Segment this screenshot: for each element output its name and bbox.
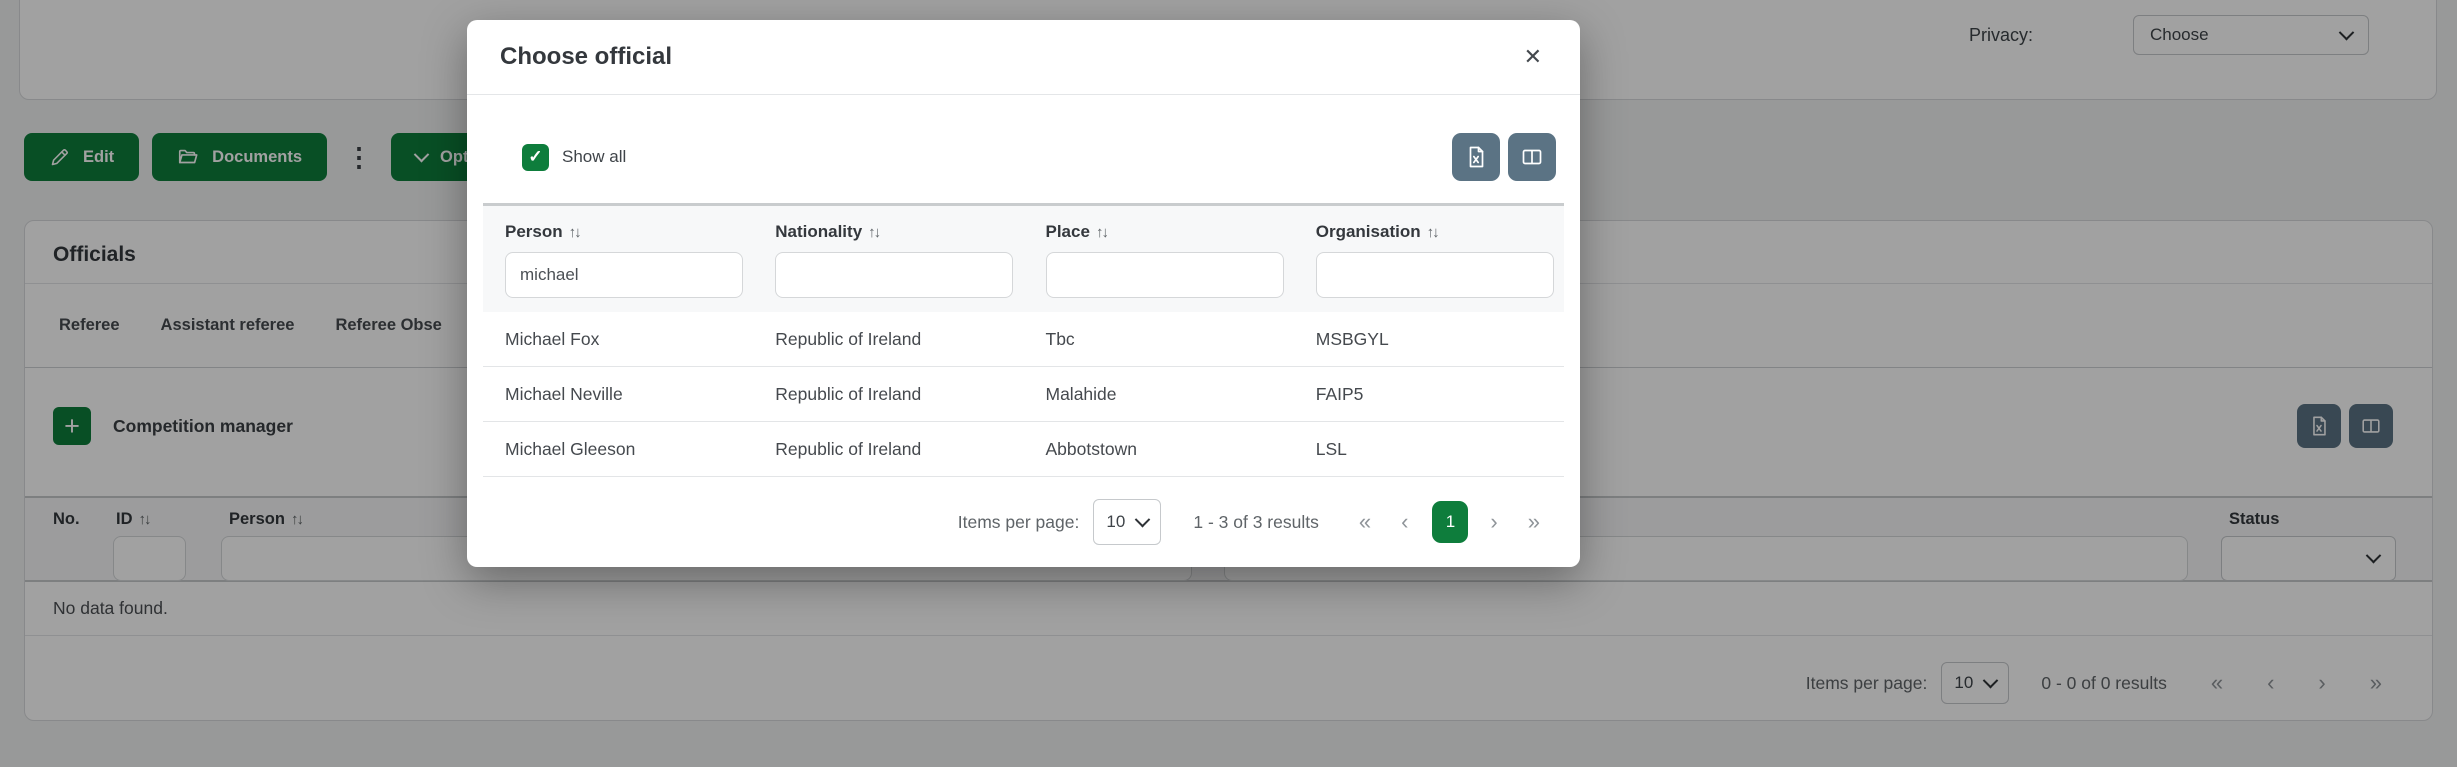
officials-pagination: Items per page: 10 0 - 0 of 0 results « … xyxy=(25,636,2432,704)
tab-assistant-referee[interactable]: Assistant referee xyxy=(160,316,295,334)
picker-pagination: Items per page: 10 1 - 3 of 3 results « … xyxy=(467,477,1580,545)
cell-place: Abbotstown xyxy=(1045,438,1137,459)
cell-place: Malahide xyxy=(1045,383,1117,404)
items-per-page-label: Items per page: xyxy=(1805,672,1928,693)
modal-header: Choose official ✕ xyxy=(467,20,1580,95)
status-filter-select[interactable] xyxy=(2221,536,2396,581)
cell-organisation: LSL xyxy=(1315,438,1347,459)
privacy-select-value: Choose xyxy=(2150,25,2209,44)
competition-manager-row: + Competition manager xyxy=(25,368,2432,448)
organisation-filter-input[interactable] xyxy=(1315,252,1554,298)
export-excel-button[interactable] xyxy=(1452,133,1500,181)
check-icon: ✓ xyxy=(528,147,543,166)
results-count: 1 - 3 of 3 results xyxy=(1193,511,1319,532)
privacy-label: Privacy: xyxy=(1968,24,2033,45)
tab-referee-observer[interactable]: Referee Obse xyxy=(335,316,442,334)
page-size-select[interactable]: 10 xyxy=(1093,499,1162,545)
close-icon[interactable]: ✕ xyxy=(1523,44,1542,69)
column-header-nationality[interactable]: Nationality ↑↓ xyxy=(775,222,881,241)
page-1-button[interactable]: 1 xyxy=(1432,501,1469,543)
column-header-person[interactable]: Person ↑↓ xyxy=(505,222,582,241)
empty-message: No data found. xyxy=(25,582,2432,636)
folder-open-icon xyxy=(179,149,198,164)
add-competition-manager-button[interactable]: + xyxy=(53,407,91,445)
person-filter-input[interactable] xyxy=(505,252,743,298)
sort-icon: ↑↓ xyxy=(290,511,304,528)
column-header-place[interactable]: Place ↑↓ xyxy=(1045,222,1109,241)
nationality-filter-input[interactable] xyxy=(775,252,1014,298)
id-filter-input[interactable] xyxy=(113,536,186,581)
edit-button[interactable]: Edit xyxy=(24,133,140,181)
documents-button-label: Documents xyxy=(212,147,303,166)
cell-person: Michael Fox xyxy=(505,328,600,349)
columns-icon xyxy=(2362,419,2380,433)
excel-file-icon xyxy=(1469,146,1484,168)
competition-manager-title: Competition manager xyxy=(113,415,293,436)
sort-icon: ↑↓ xyxy=(868,224,881,241)
table-row[interactable]: Michael Gleeson Republic of Ireland Abbo… xyxy=(483,422,1564,477)
tab-referee[interactable]: Referee xyxy=(59,316,120,334)
documents-button[interactable]: Documents xyxy=(152,133,328,181)
modal-toolbar: ✓ Show all xyxy=(467,95,1580,181)
officials-picker-table: Person ↑↓ Nationality ↑↓ Place ↑↓ Organisat… xyxy=(483,203,1564,477)
next-page-icon[interactable]: › xyxy=(1490,509,1498,534)
picker-table-header: Person ↑↓ Nationality ↑↓ Place ↑↓ Organisat… xyxy=(483,206,1564,312)
next-page-icon[interactable]: › xyxy=(2318,670,2326,695)
excel-file-icon xyxy=(2313,416,2326,436)
choose-official-modal: Choose official ✕ ✓ Show all Pers xyxy=(467,20,1580,567)
columns-button[interactable] xyxy=(1508,133,1556,181)
first-page-icon[interactable]: « xyxy=(2210,670,2224,695)
cell-place: Tbc xyxy=(1045,328,1075,349)
previous-page-icon[interactable]: ‹ xyxy=(2267,670,2275,695)
plus-icon: + xyxy=(64,410,80,441)
more-actions-kebab-icon[interactable]: ⋮ xyxy=(346,142,373,172)
sort-icon: ↑↓ xyxy=(568,224,582,241)
show-all-checkbox[interactable]: ✓ xyxy=(522,143,549,171)
items-per-page-label: Items per page: xyxy=(957,511,1080,532)
first-page-icon[interactable]: « xyxy=(1358,509,1372,534)
table-actions xyxy=(2297,404,2393,448)
column-header-organisation[interactable]: Organisation ↑↓ xyxy=(1315,222,1440,241)
cell-organisation: FAIP5 xyxy=(1315,383,1364,404)
page-size-value: 10 xyxy=(1106,512,1126,531)
chevron-down-icon xyxy=(1135,511,1151,527)
cell-person: Michael Gleeson xyxy=(505,438,636,459)
sort-icon: ↑↓ xyxy=(1426,224,1440,241)
last-page-icon[interactable]: » xyxy=(2369,670,2382,695)
cell-person: Michael Neville xyxy=(505,383,623,404)
column-header-status: Status xyxy=(2229,510,2280,528)
columns-icon xyxy=(1522,149,1542,165)
table-row[interactable]: Michael Neville Republic of Ireland Mala… xyxy=(483,367,1564,422)
show-all-label: Show all xyxy=(562,147,627,166)
page-size-value: 10 xyxy=(1954,673,1974,692)
cell-nationality: Republic of Ireland xyxy=(775,438,922,459)
page-size-select[interactable]: 10 xyxy=(1941,662,2010,704)
edit-button-label: Edit xyxy=(83,147,115,166)
last-page-icon[interactable]: » xyxy=(1527,509,1540,534)
sort-icon: ↑↓ xyxy=(1095,224,1109,241)
place-filter-input[interactable] xyxy=(1045,252,1284,298)
privacy-select[interactable]: Choose xyxy=(2133,15,2369,55)
modal-title: Choose official xyxy=(500,43,673,70)
modal-table-actions xyxy=(1452,133,1556,181)
previous-page-icon[interactable]: ‹ xyxy=(1401,509,1409,534)
cell-nationality: Republic of Ireland xyxy=(775,383,922,404)
table-row[interactable]: Michael Fox Republic of Ireland Tbc MSBG… xyxy=(483,312,1564,367)
columns-button[interactable] xyxy=(2349,404,2393,448)
column-header-person[interactable]: Person ↑↓ xyxy=(229,510,304,528)
pencil-icon xyxy=(51,148,68,165)
cell-nationality: Republic of Ireland xyxy=(775,328,922,349)
column-header-id[interactable]: ID ↑↓ xyxy=(116,510,152,528)
cell-organisation: MSBGYL xyxy=(1315,328,1389,349)
sort-icon: ↑↓ xyxy=(138,511,152,528)
column-header-no: No. xyxy=(53,510,80,528)
export-excel-button[interactable] xyxy=(2297,404,2341,448)
privacy-row: Privacy: Choose xyxy=(1969,15,2369,55)
results-count: 0 - 0 of 0 results xyxy=(2041,672,2167,693)
